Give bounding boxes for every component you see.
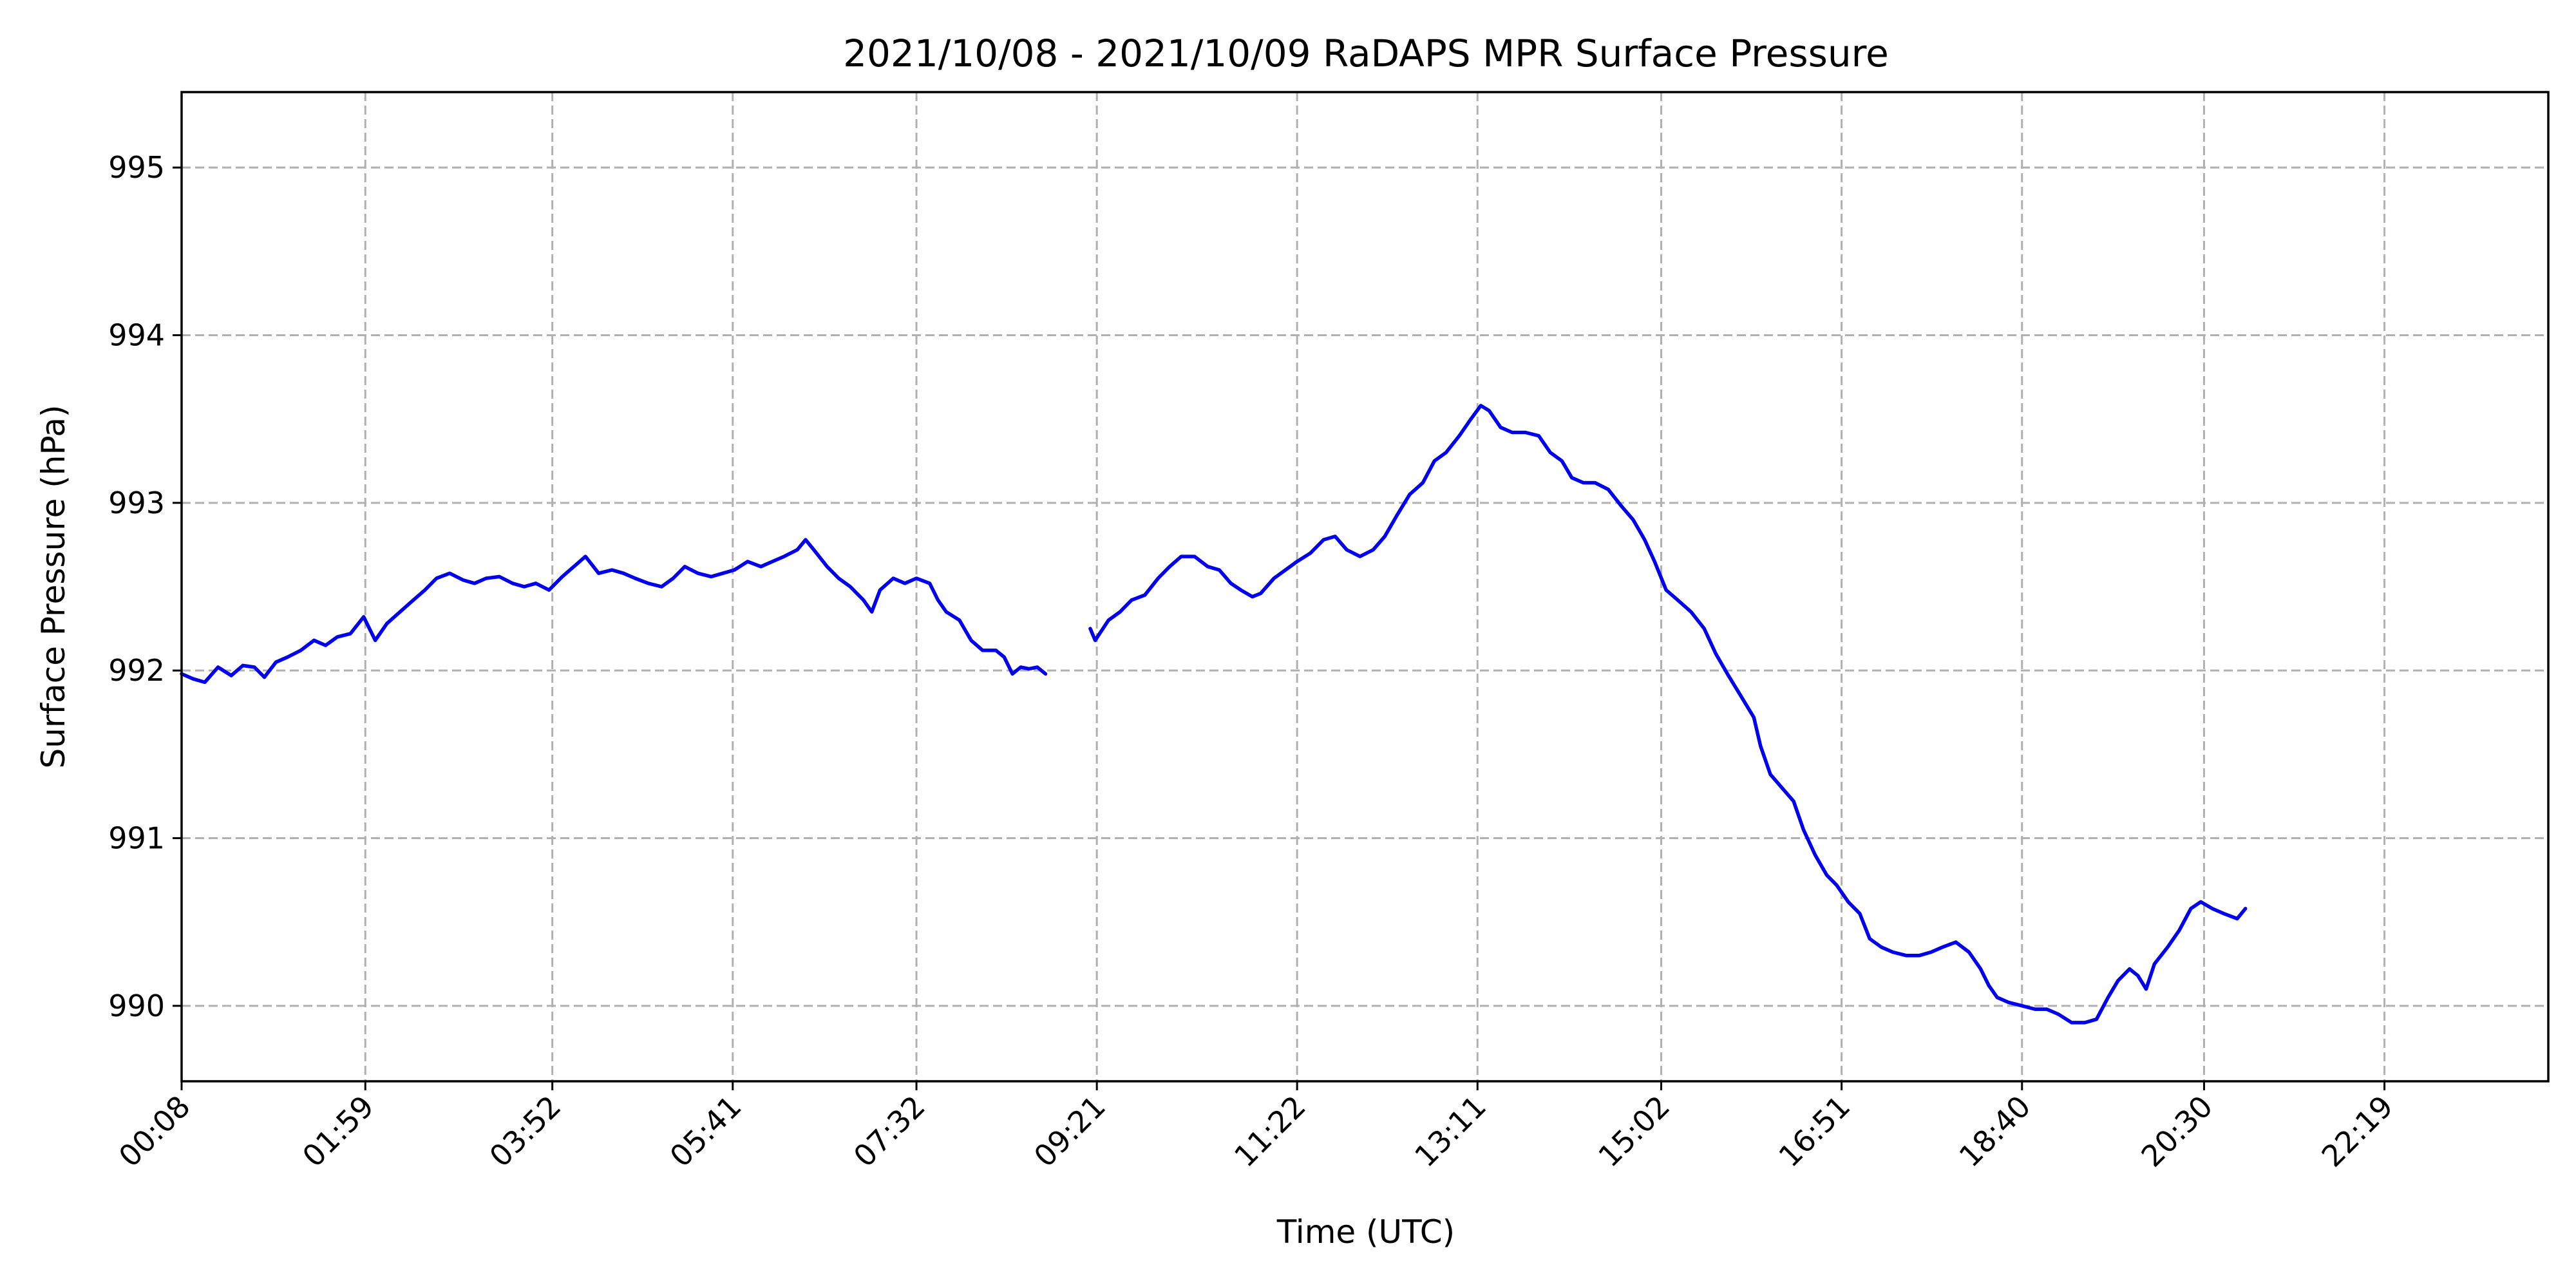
x-tick-label: 01:59 (296, 1089, 381, 1174)
y-tick-label: 990 (108, 989, 165, 1023)
y-tick-label: 992 (108, 653, 165, 688)
y-tick-label: 994 (108, 317, 165, 352)
x-tick-label: 07:32 (847, 1089, 932, 1174)
x-tick-labels: 00:08 01:59 03:52 05:41 07:32 09:21 11:22 13:11… (112, 1089, 2400, 1174)
ticks (173, 166, 2386, 1090)
y-tick-label: 993 (108, 486, 165, 520)
x-axis-label: Time (UTC) (1276, 1213, 1455, 1251)
y-tick-label: 995 (108, 150, 165, 185)
x-tick-label: 03:52 (483, 1089, 568, 1174)
x-tick-label: 16:51 (1772, 1089, 1857, 1174)
series-group (180, 404, 2248, 1025)
y-axis-label: Surface Pressure (hPa) (35, 404, 72, 768)
pressure-series-line (1088, 404, 2248, 1025)
x-tick-label: 11:22 (1227, 1089, 1312, 1174)
x-tick-label: 00:08 (112, 1089, 197, 1174)
grid (180, 92, 2548, 1081)
plot-frame (180, 91, 2550, 1083)
x-tick-label: 15:02 (1591, 1089, 1676, 1174)
x-tick-label: 22:19 (2315, 1089, 2400, 1174)
x-tick-label: 09:21 (1027, 1089, 1112, 1174)
x-tick-label: 18:40 (1953, 1089, 2038, 1174)
x-tick-label: 20:30 (2134, 1089, 2219, 1174)
pressure-series-line (180, 538, 1048, 685)
x-tick-label: 13:11 (1408, 1089, 1493, 1174)
y-tick-label: 991 (108, 821, 165, 856)
x-tick-label: 05:41 (663, 1089, 748, 1174)
chart-title: 2021/10/08 - 2021/10/09 RaDAPS MPR Surfa… (843, 32, 1889, 75)
y-tick-labels: 990 991 992 993 994 995 (108, 150, 165, 1023)
